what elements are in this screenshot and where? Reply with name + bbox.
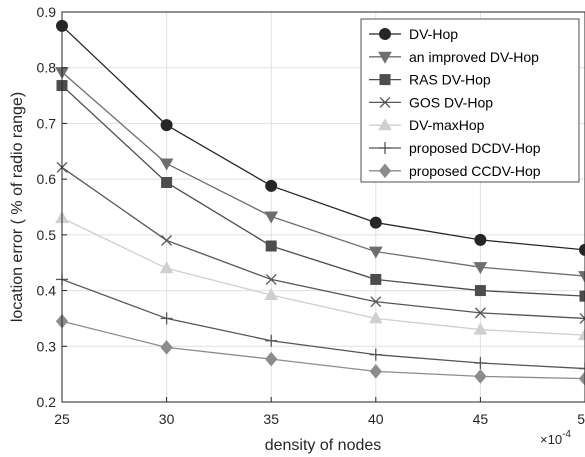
data-point <box>474 233 487 246</box>
legend-label: proposed CCDV-Hop <box>409 163 541 179</box>
data-point <box>474 285 486 297</box>
legend-label: proposed DCDV-Hop <box>409 140 541 156</box>
x-tick-label: 35 <box>263 411 279 427</box>
data-point <box>160 119 173 132</box>
legend-entry: DV-maxHop <box>369 117 485 133</box>
y-tick-label: 0.2 <box>37 394 57 410</box>
data-point <box>161 234 173 246</box>
legend-marker <box>379 142 391 154</box>
y-tick-label: 0.3 <box>37 338 57 354</box>
y-tick-label: 0.6 <box>37 171 57 187</box>
data-point <box>369 348 382 361</box>
series-4 <box>56 161 585 324</box>
data-point <box>265 351 278 367</box>
data-point <box>473 262 488 275</box>
data-point <box>368 246 383 259</box>
data-point <box>474 307 486 319</box>
y-tick-label: 0.5 <box>37 227 57 243</box>
y-tick-label: 0.4 <box>37 283 57 299</box>
legend-marker <box>379 74 391 86</box>
data-point <box>369 216 382 229</box>
y-tick-label: 0.8 <box>37 60 57 76</box>
y-axis-title: location error ( % of radio range) <box>9 92 26 322</box>
data-point <box>369 364 382 379</box>
data-point <box>578 271 585 284</box>
legend-marker <box>378 51 392 64</box>
data-point <box>579 290 585 302</box>
legend-label: DV-Hop <box>409 26 458 42</box>
data-point <box>160 312 173 325</box>
x-tick-label: 25 <box>54 411 70 427</box>
data-point <box>370 296 382 308</box>
data-point <box>474 357 487 369</box>
data-point <box>265 334 278 347</box>
legend-label: GOS DV-Hop <box>409 94 493 110</box>
series-line <box>61 217 585 336</box>
legend-marker <box>378 163 392 179</box>
series-line <box>61 166 585 320</box>
data-point <box>264 211 279 224</box>
series-1 <box>56 19 585 256</box>
tick-labels: 25 30 35 40 45 50 0.2 0.3 0.4 0.5 0.6 0.7 0.8 0.9 <box>37 4 585 427</box>
series-line <box>61 85 585 297</box>
legend-entry: proposed DCDV-Hop <box>369 140 541 156</box>
series-line <box>61 71 585 277</box>
plot-frame <box>61 11 585 403</box>
data-point <box>264 288 279 301</box>
legend-label: an improved DV-Hop <box>409 49 539 65</box>
x-multiplier-base: ×10 <box>540 432 562 447</box>
legend-marker <box>379 28 391 40</box>
series-line <box>61 278 585 370</box>
series-line <box>61 25 585 251</box>
data-point <box>265 273 277 285</box>
x-tick-label: 45 <box>473 411 489 427</box>
legend-entry: GOS DV-Hop <box>369 94 493 110</box>
series-5 <box>55 211 585 341</box>
x-tick-label: 30 <box>159 411 175 427</box>
data-point <box>160 340 173 355</box>
legend-label: DV-maxHop <box>409 117 485 133</box>
y-tick-label: 0.9 <box>37 4 57 20</box>
data-point <box>578 328 585 341</box>
legend-box <box>360 18 580 183</box>
data-point <box>159 158 174 171</box>
data-point <box>370 273 382 285</box>
x-multiplier: ×10-4 <box>540 429 571 447</box>
data-point <box>579 243 585 256</box>
data-point <box>159 261 174 274</box>
series-2 <box>55 67 585 284</box>
legend-entry: RAS DV-Hop <box>369 72 491 88</box>
data-point <box>265 179 278 192</box>
legend-marker <box>379 96 391 108</box>
legend-entry: proposed CCDV-Hop <box>369 163 541 179</box>
data-point <box>578 371 585 386</box>
data-point <box>473 322 488 335</box>
x-axis-title: density of nodes <box>265 437 382 454</box>
x-tick-label: 50 <box>577 411 585 427</box>
data-point <box>161 176 173 188</box>
data-point <box>474 369 487 384</box>
data-point <box>579 362 585 375</box>
y-tick-label: 0.7 <box>37 115 57 131</box>
legend-marker <box>378 118 392 131</box>
legend-entry: an improved DV-Hop <box>369 49 539 65</box>
legend-entry: DV-Hop <box>369 26 458 42</box>
data-point <box>579 312 585 324</box>
series-layer <box>55 19 585 386</box>
x-tick-label: 40 <box>368 411 384 427</box>
x-multiplier-exponent: -4 <box>562 429 571 440</box>
series-line <box>61 320 585 380</box>
legend: DV-Hop an improved DV-Hop RAS DV-Hop GOS DV… <box>360 18 580 183</box>
data-point <box>265 240 277 252</box>
data-point <box>368 311 383 324</box>
legend-label: RAS DV-Hop <box>409 72 491 88</box>
